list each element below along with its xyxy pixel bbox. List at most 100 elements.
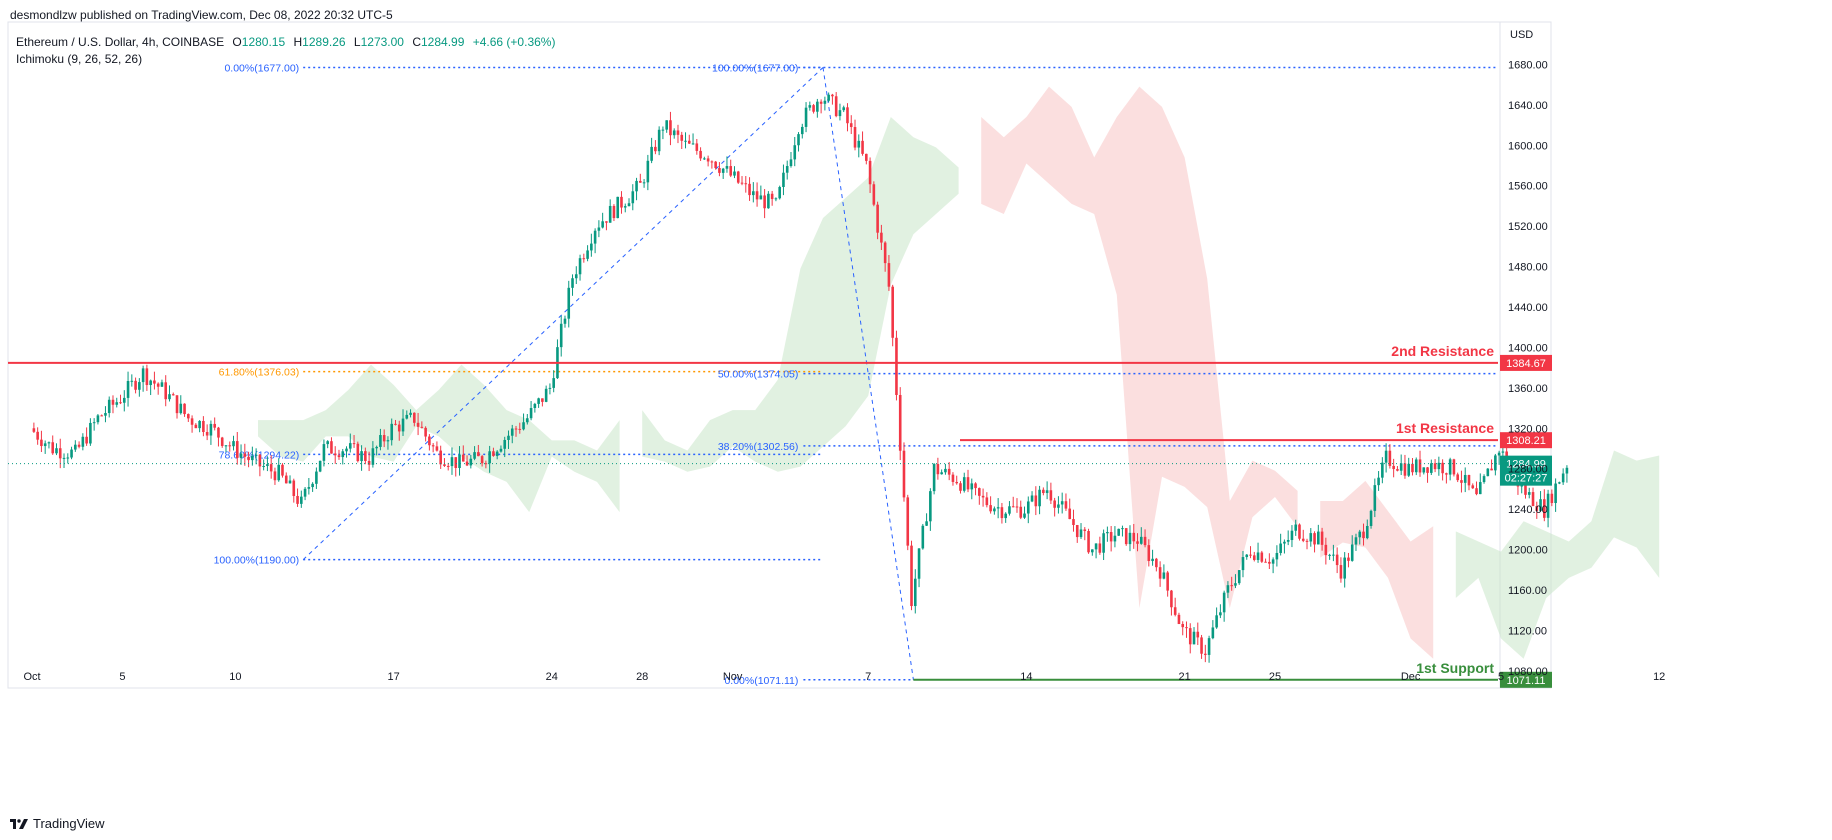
candle-body — [800, 126, 804, 135]
candle-body — [243, 453, 247, 457]
candle-body — [251, 455, 254, 461]
candle-body — [1162, 572, 1166, 579]
candle-body — [1045, 490, 1049, 494]
legend-high-label: H — [293, 35, 303, 49]
candle-body — [1433, 463, 1437, 470]
x-tick-label: 12 — [1653, 671, 1665, 683]
candle-body — [1546, 493, 1550, 518]
candle-body — [273, 471, 277, 481]
candle-body — [85, 436, 88, 444]
level-name: 2nd Resistance — [1391, 343, 1494, 359]
candle-body — [348, 443, 352, 449]
candle-body — [902, 450, 906, 498]
candle-body — [190, 418, 194, 425]
candle-body — [1091, 549, 1094, 553]
candle-body — [774, 198, 778, 200]
plot-border — [7, 21, 1552, 689]
tradingview-logo[interactable]: TradingView — [10, 816, 105, 831]
candle-body — [1283, 541, 1286, 544]
legend-close-label: C — [412, 35, 421, 49]
candle-body — [514, 428, 518, 430]
candle-body — [337, 455, 341, 458]
y-tick-label: 1120.00 — [1508, 625, 1547, 637]
candle-body — [149, 380, 152, 386]
candle-body — [898, 394, 902, 451]
candle-body — [1554, 483, 1557, 504]
ichimoku-cloud-bear — [981, 86, 1298, 609]
y-tick-label: 1480.00 — [1508, 262, 1548, 274]
candle-body — [461, 454, 465, 462]
candle-body — [1343, 557, 1346, 579]
candle-body — [929, 491, 932, 522]
candle-body — [574, 274, 578, 279]
candle-body — [552, 378, 555, 388]
candle-body — [816, 101, 819, 112]
candle-body — [1377, 477, 1380, 486]
y-tick-label: 1200.00 — [1508, 545, 1548, 557]
candle-body — [1132, 532, 1136, 542]
candle-body — [36, 431, 39, 440]
candle-body — [1305, 540, 1309, 542]
candle-body — [767, 193, 770, 209]
candle-body — [1543, 499, 1546, 518]
x-tick-label: 17 — [387, 671, 399, 683]
candle-body — [1185, 627, 1188, 629]
candle-body — [205, 432, 209, 436]
candle-body — [379, 435, 382, 447]
candle-body — [1200, 637, 1203, 654]
candle-body — [1414, 459, 1418, 473]
candle-body — [522, 422, 525, 430]
candle-body — [1019, 506, 1023, 518]
candle-body — [567, 287, 571, 319]
candle-body — [1117, 528, 1120, 536]
candle-body — [853, 127, 857, 148]
candle-body — [1252, 555, 1256, 560]
level-price-label: 1308.21 — [1506, 435, 1546, 447]
candle-body — [1275, 552, 1279, 560]
candle-body — [1437, 462, 1441, 470]
candle-body — [446, 465, 450, 467]
candle-body — [1561, 473, 1565, 483]
candle-body — [605, 221, 608, 223]
candle-body — [443, 464, 446, 466]
candle-body — [473, 452, 476, 459]
candle-body — [171, 394, 175, 396]
candle-body — [1268, 561, 1271, 564]
candle-body — [970, 483, 974, 490]
candle-body — [978, 488, 981, 496]
candle-body — [635, 180, 638, 192]
candle-body — [932, 464, 936, 492]
candle-body — [439, 450, 442, 465]
candle-body — [887, 263, 891, 287]
candle-body — [1384, 450, 1388, 463]
candle-body — [465, 461, 469, 466]
candle-body — [657, 129, 661, 152]
candle-body — [921, 525, 925, 549]
candle-body — [1249, 554, 1252, 556]
candle-body — [284, 475, 288, 484]
candle-body — [1301, 538, 1305, 541]
candle-body — [857, 140, 861, 148]
candle-body — [311, 483, 314, 488]
candle-body — [951, 474, 955, 482]
candle-body — [812, 105, 815, 112]
candle-body — [77, 444, 81, 447]
x-tick-label: 24 — [546, 671, 558, 683]
candle-body — [1034, 495, 1038, 507]
candle-body — [627, 203, 631, 207]
candle-body — [1354, 537, 1358, 545]
candle-body — [480, 456, 484, 464]
candle-body — [1286, 540, 1290, 542]
candle-body — [1471, 485, 1475, 489]
candle-body — [126, 381, 130, 398]
candle-body — [1166, 572, 1169, 591]
candle-body — [371, 448, 375, 465]
candle-body — [1083, 529, 1087, 532]
candle-body — [1038, 489, 1041, 507]
candle-body — [1418, 459, 1422, 473]
candle-body — [281, 464, 284, 476]
candle-body — [394, 423, 397, 425]
candle-body — [1098, 543, 1102, 553]
fib-rise-label: 100.00%(1190.00) — [214, 555, 300, 567]
